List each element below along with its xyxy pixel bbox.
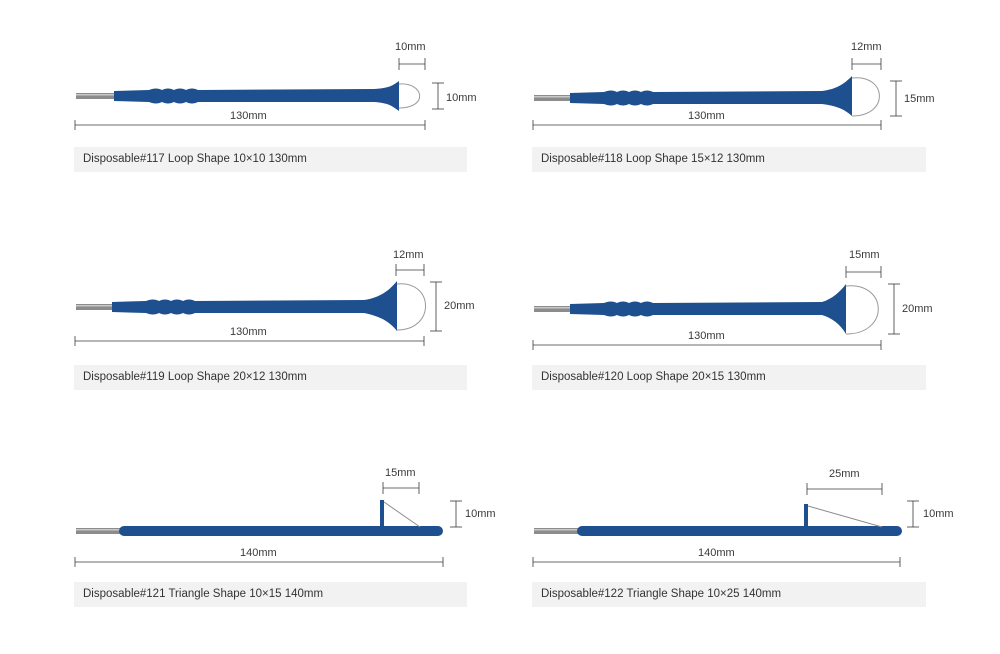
- tip-width-label: 12mm: [851, 41, 882, 53]
- product-caption: Disposable#118 Loop Shape 15×12 130mm: [532, 147, 926, 172]
- tip-width-label: 15mm: [385, 467, 416, 479]
- product-card-119: 130mm 12mm 20mm Disposable#119 Loop Shap…: [74, 246, 534, 436]
- handle-icon: [577, 526, 902, 536]
- electrode-drawing: [532, 266, 900, 350]
- handle-icon: [112, 281, 397, 331]
- loop-icon: [851, 77, 880, 117]
- pin-icon: [534, 95, 576, 101]
- product-card-121: 140mm 15mm 10mm Disposable#121 Triangle …: [74, 464, 534, 654]
- handle-icon: [119, 526, 443, 536]
- tip-width-label: 15mm: [849, 249, 880, 261]
- electrode-drawing: [74, 58, 444, 130]
- product-caption: Disposable#121 Triangle Shape 10×15 140m…: [74, 582, 467, 607]
- electrode-drawing: [532, 483, 919, 567]
- product-caption: Disposable#119 Loop Shape 20×12 130mm: [74, 365, 467, 390]
- pin-icon: [534, 306, 576, 312]
- length-label: 130mm: [230, 326, 267, 338]
- loop-icon: [396, 283, 426, 331]
- length-label: 140mm: [698, 547, 735, 559]
- tip-height-label: 10mm: [465, 508, 496, 520]
- pin-icon: [76, 528, 122, 534]
- blade-post-icon: [380, 500, 384, 528]
- loop-icon: [845, 285, 879, 335]
- handle-icon: [114, 81, 399, 111]
- length-label: 130mm: [688, 110, 725, 122]
- handle-icon: [570, 284, 846, 334]
- length-label: 140mm: [240, 547, 277, 559]
- tip-height-label: 15mm: [904, 93, 935, 105]
- blade-post-icon: [804, 504, 808, 528]
- triangle-wire-icon: [807, 505, 883, 528]
- handle-icon: [570, 76, 852, 116]
- product-card-118: 130mm 12mm 15mm Disposable#118 Loop Shap…: [532, 36, 992, 226]
- tip-height-label: 20mm: [902, 303, 933, 315]
- product-card-120: 130mm 15mm 20mm Disposable#120 Loop Shap…: [532, 246, 992, 436]
- pin-icon: [534, 528, 580, 534]
- pin-icon: [76, 304, 118, 310]
- dimension-lines: [74, 58, 444, 130]
- pin-icon: [76, 93, 118, 99]
- tip-height-label: 10mm: [446, 92, 477, 104]
- dimension-lines: [532, 266, 900, 350]
- loop-icon: [398, 83, 421, 109]
- tip-width-label: 12mm: [393, 249, 424, 261]
- dimension-lines: [532, 58, 902, 130]
- electrode-drawing: [532, 58, 902, 130]
- electrode-drawing: [74, 264, 442, 346]
- dimension-lines: [74, 264, 442, 346]
- length-label: 130mm: [230, 110, 267, 122]
- tip-width-label: 10mm: [395, 41, 426, 53]
- tip-height-label: 10mm: [923, 508, 954, 520]
- product-card-117: 130mm 10mm 10mm Disposable#117 Loop Shap…: [74, 36, 534, 226]
- tip-width-label: 25mm: [829, 468, 860, 480]
- length-label: 130mm: [688, 330, 725, 342]
- product-card-122: 140mm 25mm 10mm Disposable#122 Triangle …: [532, 464, 992, 654]
- product-caption: Disposable#120 Loop Shape 20×15 130mm: [532, 365, 926, 390]
- tip-height-label: 20mm: [444, 300, 475, 312]
- dimension-lines: [74, 482, 462, 567]
- triangle-wire-icon: [383, 501, 421, 528]
- electrode-drawing: [74, 482, 462, 567]
- dimension-lines: [532, 483, 919, 567]
- product-caption: Disposable#117 Loop Shape 10×10 130mm: [74, 147, 467, 172]
- product-caption: Disposable#122 Triangle Shape 10×25 140m…: [532, 582, 926, 607]
